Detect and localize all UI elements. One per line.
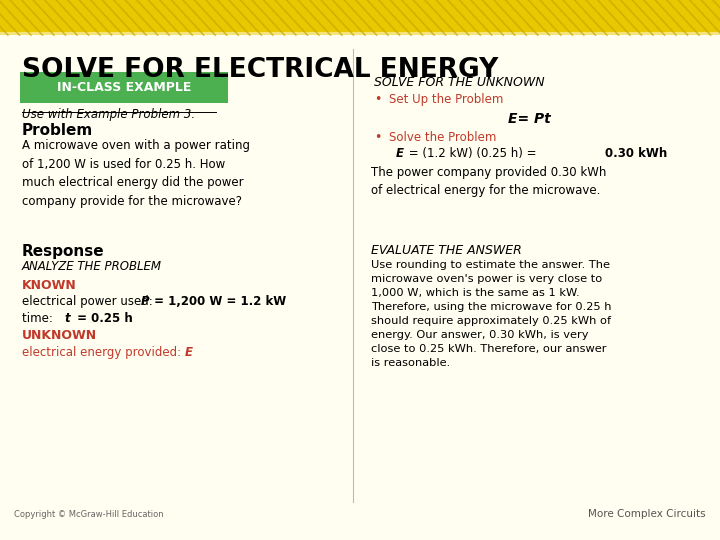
Text: electrical energy provided:: electrical energy provided: <box>22 346 184 359</box>
Text: KNOWN: KNOWN <box>22 279 76 292</box>
Text: •: • <box>374 93 382 106</box>
Text: t: t <box>65 312 71 325</box>
Text: = 1,200 W = 1.2 kW: = 1,200 W = 1.2 kW <box>150 295 286 308</box>
Text: E: E <box>184 346 192 359</box>
Text: IN-CLASS EXAMPLE: IN-CLASS EXAMPLE <box>57 81 191 94</box>
Text: More Complex Circuits: More Complex Circuits <box>588 509 706 519</box>
Text: E= Pt: E= Pt <box>508 112 551 126</box>
Text: Response: Response <box>22 244 104 259</box>
Text: Use with Example Problem 3.: Use with Example Problem 3. <box>22 108 194 121</box>
Text: P: P <box>141 295 150 308</box>
Text: = (1.2 kW) (0.25 h) =: = (1.2 kW) (0.25 h) = <box>405 147 541 160</box>
Text: A microwave oven with a power rating
of 1,200 W is used for 0.25 h. How
much ele: A microwave oven with a power rating of … <box>22 139 250 208</box>
Text: The power company provided 0.30 kWh
of electrical energy for the microwave.: The power company provided 0.30 kWh of e… <box>371 166 606 197</box>
Text: electrical power used:: electrical power used: <box>22 295 156 308</box>
Text: 0.30 kWh: 0.30 kWh <box>605 147 667 160</box>
Text: ANALYZE THE PROBLEM: ANALYZE THE PROBLEM <box>22 260 161 273</box>
Text: UNKNOWN: UNKNOWN <box>22 329 96 342</box>
FancyBboxPatch shape <box>0 0 720 35</box>
Text: SOLVE FOR ELECTRICAL ENERGY: SOLVE FOR ELECTRICAL ENERGY <box>22 57 498 83</box>
Text: •: • <box>374 131 382 144</box>
Text: EVALUATE THE ANSWER: EVALUATE THE ANSWER <box>371 244 521 257</box>
Text: = 0.25 h: = 0.25 h <box>73 312 133 325</box>
FancyBboxPatch shape <box>20 72 228 103</box>
Text: E: E <box>396 147 404 160</box>
Text: Problem: Problem <box>22 123 93 138</box>
Text: Copyright © McGraw-Hill Education: Copyright © McGraw-Hill Education <box>14 510 164 519</box>
Text: Solve the Problem: Solve the Problem <box>389 131 496 144</box>
Text: time:: time: <box>22 312 56 325</box>
FancyBboxPatch shape <box>0 32 720 46</box>
Text: Set Up the Problem: Set Up the Problem <box>389 93 503 106</box>
Text: Use rounding to estimate the answer. The
microwave oven's power is very close to: Use rounding to estimate the answer. The… <box>371 260 611 368</box>
Text: SOLVE FOR THE UNKNOWN: SOLVE FOR THE UNKNOWN <box>374 76 545 89</box>
